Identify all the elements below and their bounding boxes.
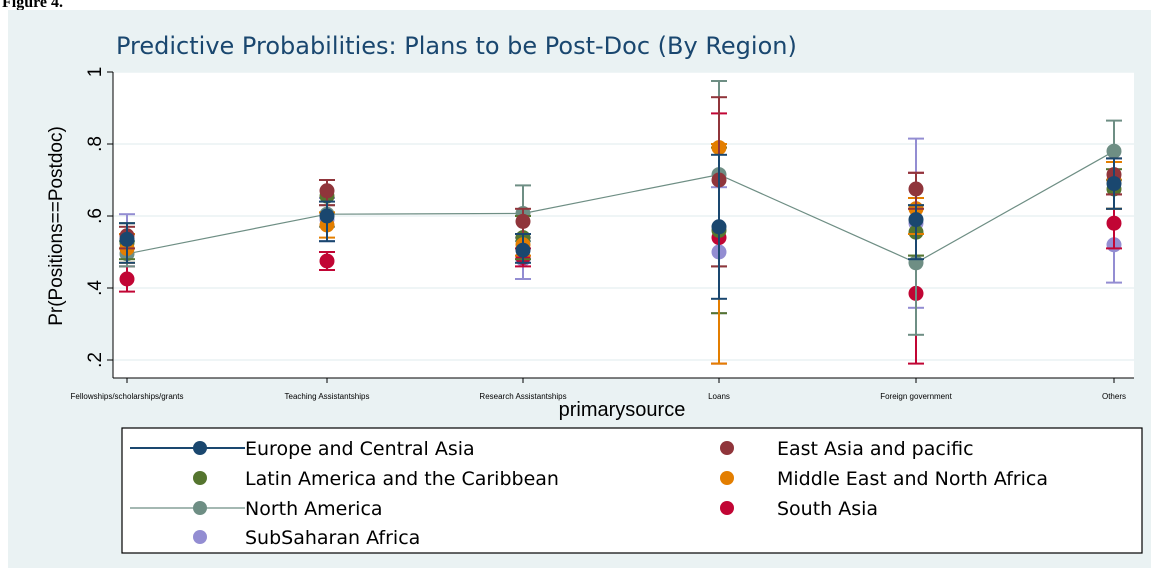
legend-label: North America [245, 498, 383, 520]
x-tick-label: Research Assistantships [479, 392, 566, 401]
series-line [126, 150, 1115, 264]
legend-label: SubSaharan Africa [245, 527, 420, 549]
series-europe-and-central-asia [119, 153, 1122, 300]
data-point [319, 208, 335, 224]
legend-item: Latin America and the Caribbean [193, 468, 559, 490]
data-point [908, 212, 924, 228]
data-point [1106, 215, 1122, 231]
y-tick-label: .6 [85, 208, 106, 224]
data-point [119, 271, 135, 287]
data-point [515, 242, 531, 258]
y-tick-label: .8 [85, 136, 106, 152]
legend-item: South Asia [720, 498, 878, 520]
legend-box [121, 427, 1143, 554]
x-tick-label: Teaching Assistantships [285, 392, 370, 401]
legend-item: Europe and Central Asia [130, 438, 475, 460]
data-point [908, 181, 924, 197]
data-point [711, 219, 727, 235]
legend-marker [193, 530, 207, 544]
legend-label: Middle East and North Africa [777, 468, 1048, 490]
x-tick-label: Fellowships/scholarships/grants [71, 392, 184, 401]
legend-label: Latin America and the Caribbean [245, 468, 559, 490]
data-point [119, 231, 135, 247]
legend-label: East Asia and pacific [777, 438, 974, 460]
plot-area [113, 72, 1134, 378]
legend-marker [720, 441, 734, 455]
y-axis-title: Pr(Positions==Postdoc) [46, 126, 67, 326]
data-point [515, 213, 531, 229]
legend-marker [193, 471, 207, 485]
data-point [319, 253, 335, 269]
grid-layer [113, 71, 1134, 361]
legend-item: East Asia and pacific [720, 438, 974, 460]
data-point [319, 183, 335, 199]
x-tick-label: Foreign government [880, 392, 952, 401]
series-layer [119, 80, 1122, 365]
data-point [1106, 176, 1122, 192]
y-tick-label: 1 [85, 67, 106, 78]
legend-marker [720, 501, 734, 515]
legend-label: Europe and Central Asia [245, 438, 475, 460]
x-axis-title: primarysource [559, 399, 686, 421]
y-tick-label: .4 [85, 280, 106, 296]
legend: Europe and Central Asia East Asia and pac… [130, 438, 1048, 549]
x-tick-label: Others [1102, 392, 1126, 401]
legend-marker [193, 441, 207, 455]
legend-label: South Asia [777, 498, 878, 520]
figure-label: Figure 4. [2, 0, 64, 11]
axis-layer: .2 .4 .6 .8 1 Fellowships/scholarships/grants… [71, 67, 1134, 401]
x-tick-label: Loans [708, 392, 730, 401]
legend-item: North America [130, 498, 383, 520]
chart-title: Predictive Probabilities: Plans to be Po… [116, 32, 797, 60]
y-tick-label: .2 [85, 352, 106, 368]
data-point [1106, 143, 1122, 159]
legend-item: SubSaharan Africa [193, 527, 420, 549]
legend-marker [193, 501, 207, 515]
legend-marker [720, 471, 734, 485]
legend-item: Middle East and North Africa [720, 468, 1048, 490]
